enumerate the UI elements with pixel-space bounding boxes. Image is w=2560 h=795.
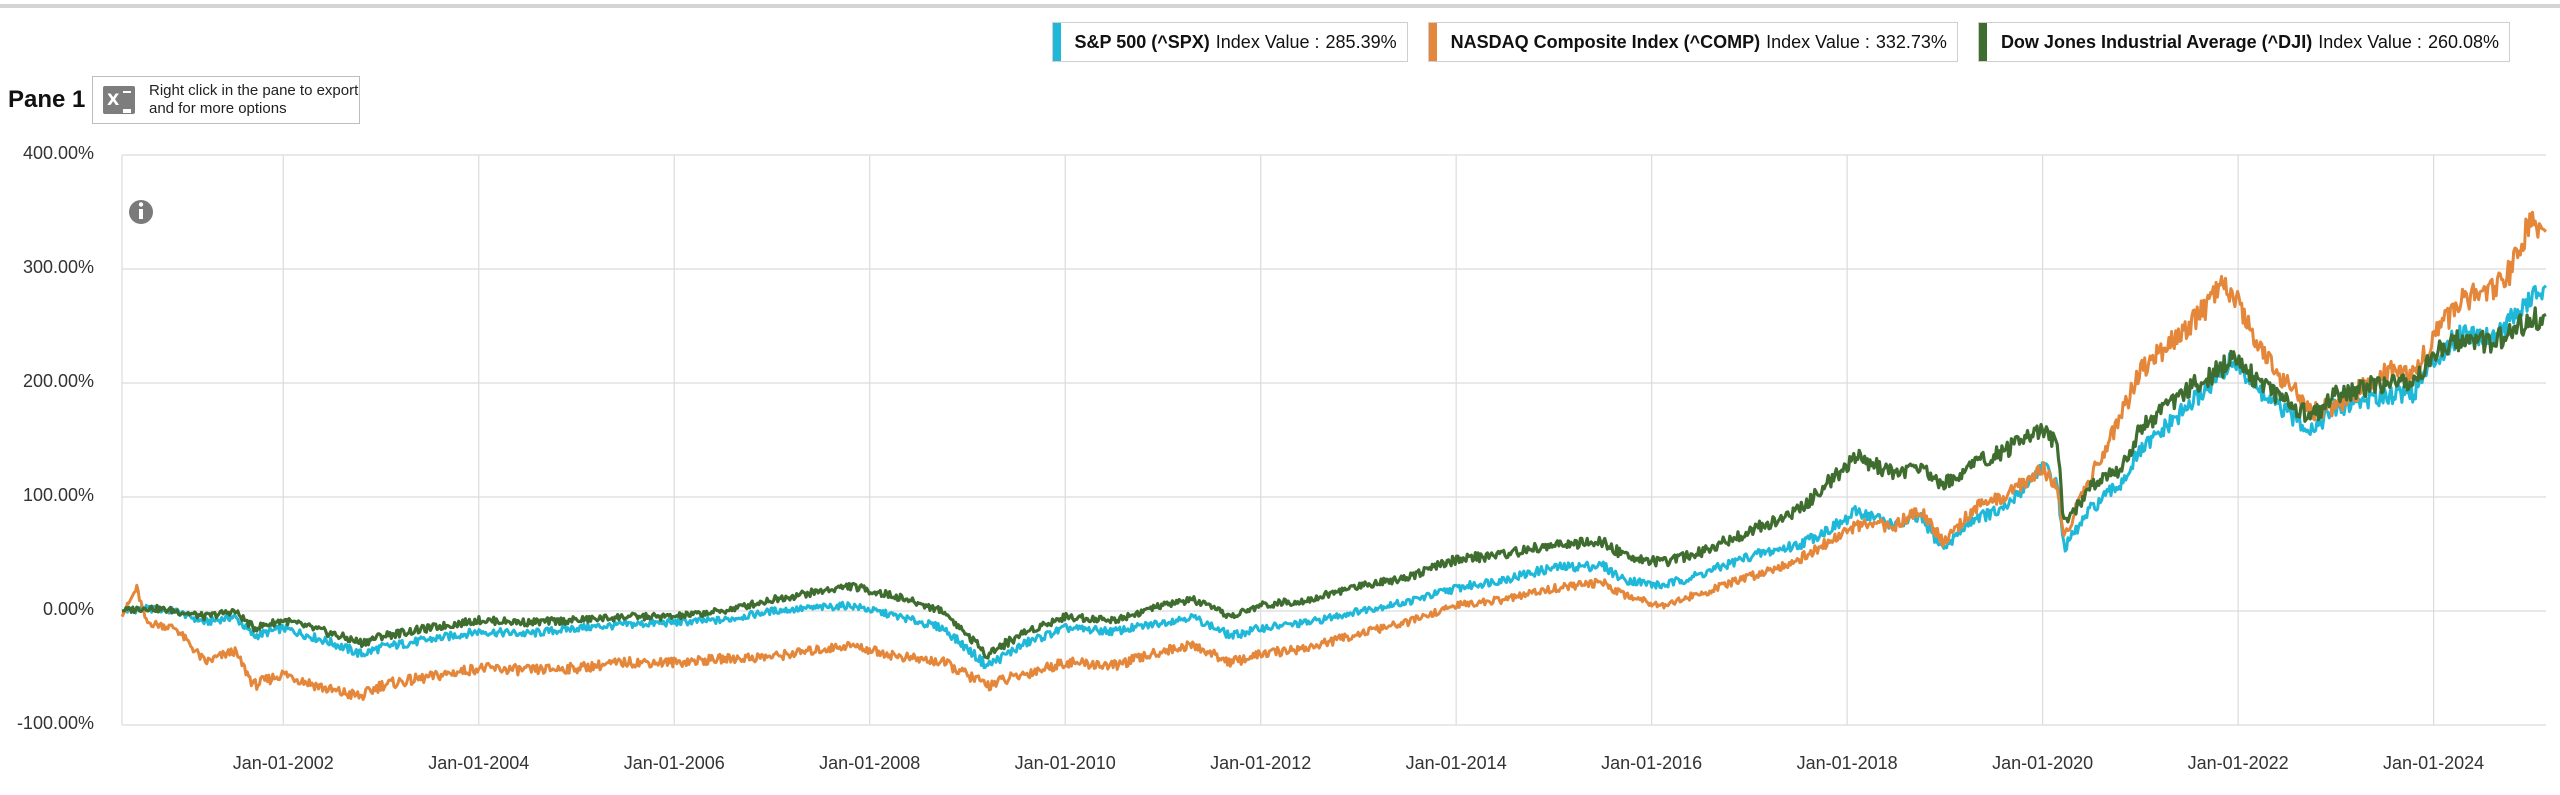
legend-name-dji: Dow Jones Industrial Average (^DJI) bbox=[2000, 31, 2313, 52]
y-axis-labels: 400.00% 300.00% 200.00% 100.00% 0.00% -100.00… bbox=[17, 143, 94, 733]
legend-swatch-spx bbox=[1052, 23, 1061, 61]
top-rule bbox=[0, 4, 2560, 8]
x-tick-label: Jan-01-2016 bbox=[1601, 753, 1702, 773]
x-tick-label: Jan-01-2006 bbox=[624, 753, 725, 773]
legend-item-dji[interactable]: Dow Jones Industrial Average (^DJI) Inde… bbox=[1977, 22, 2510, 62]
x-tick-label: Jan-01-2008 bbox=[819, 753, 920, 773]
chart-grid bbox=[121, 154, 2546, 726]
series-line-comp bbox=[120, 210, 2548, 701]
legend-value-spx: 285.39% bbox=[1325, 31, 1397, 52]
x-axis-labels: Jan-01-2002 Jan-01-2004 Jan-01-2006 Jan-01-… bbox=[233, 753, 2484, 773]
legend-swatch-comp bbox=[1428, 23, 1437, 61]
legend-value-comp: 332.73% bbox=[1875, 31, 1947, 52]
y-tick-label: 0.00% bbox=[43, 599, 94, 619]
x-tick-label: Jan-01-2002 bbox=[233, 753, 334, 773]
y-tick-label: 400.00% bbox=[23, 143, 94, 163]
legend-name-comp: NASDAQ Composite Index (^COMP) bbox=[1450, 31, 1761, 52]
x-tick-label: Jan-01-2010 bbox=[1015, 753, 1116, 773]
export-hint-text: Right click in the pane to export and fo… bbox=[149, 82, 359, 117]
legend-label-spx: Index Value : bbox=[1215, 31, 1320, 52]
legend-name-spx: S&P 500 (^SPX) bbox=[1074, 31, 1210, 52]
series-line-dji bbox=[121, 306, 2547, 660]
legend-item-spx[interactable]: S&P 500 (^SPX) Index Value : 285.39% bbox=[1051, 22, 1408, 62]
legend-item-comp[interactable]: NASDAQ Composite Index (^COMP) Index Val… bbox=[1427, 22, 1958, 62]
info-icon[interactable] bbox=[129, 200, 153, 224]
x-tick-label: Jan-01-2022 bbox=[2188, 753, 2289, 773]
legend-label-comp: Index Value : bbox=[1766, 31, 1870, 52]
legend: S&P 500 (^SPX) Index Value : 285.39% NAS… bbox=[1051, 22, 2510, 62]
y-tick-label: 200.00% bbox=[23, 371, 94, 391]
legend-value-dji: 260.08% bbox=[2427, 31, 2499, 52]
excel-export-icon[interactable] bbox=[103, 86, 135, 114]
legend-label-dji: Index Value : bbox=[2318, 31, 2422, 52]
export-hint-box[interactable]: Right click in the pane to export and fo… bbox=[92, 76, 360, 124]
y-tick-label: -100.00% bbox=[17, 713, 94, 733]
pane-title: Pane 1 bbox=[8, 86, 86, 113]
x-tick-label: Jan-01-2004 bbox=[428, 753, 529, 773]
x-tick-label: Jan-01-2020 bbox=[1992, 753, 2093, 773]
legend-swatch-dji bbox=[1978, 23, 1987, 61]
x-tick-label: Jan-01-2018 bbox=[1797, 753, 1898, 773]
y-tick-label: 100.00% bbox=[23, 485, 94, 505]
y-tick-label: 300.00% bbox=[23, 257, 94, 277]
x-tick-label: Jan-01-2024 bbox=[2383, 753, 2484, 773]
x-tick-label: Jan-01-2012 bbox=[1210, 753, 1311, 773]
x-tick-label: Jan-01-2014 bbox=[1406, 753, 1507, 773]
series-line-spx bbox=[121, 284, 2548, 670]
chart-series bbox=[120, 210, 2548, 701]
